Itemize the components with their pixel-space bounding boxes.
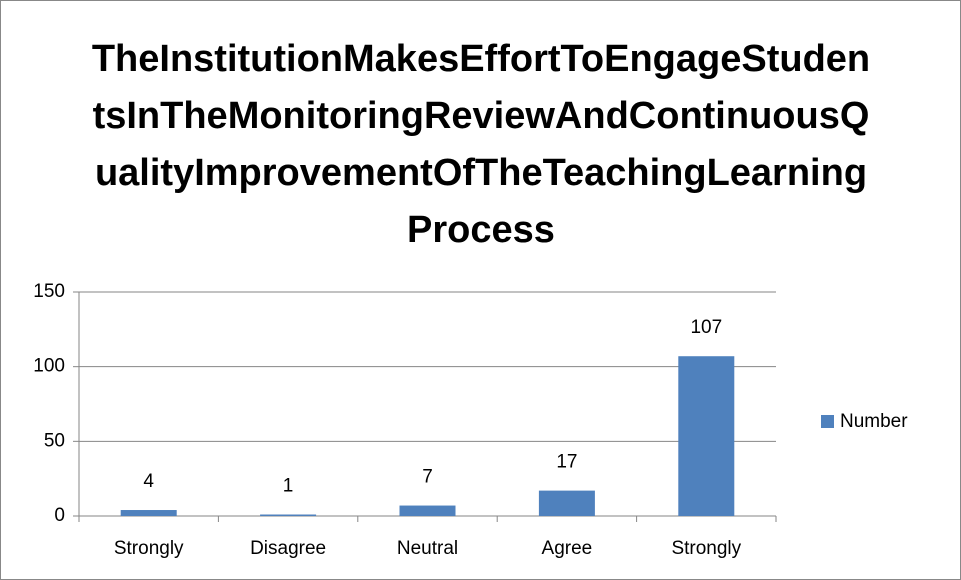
- data-label: 1: [283, 476, 294, 497]
- bar: [260, 514, 317, 516]
- x-tick-label: Strongly: [671, 538, 741, 559]
- chart-title: TheInstitutionMakesEffortToEngageStudent…: [91, 38, 871, 251]
- bar: [538, 490, 595, 516]
- x-tick-label: Neutral: [397, 538, 458, 559]
- legend-label: Number: [840, 411, 908, 432]
- data-label: 4: [143, 471, 154, 492]
- data-label: 7: [422, 467, 433, 488]
- y-tick-label: 0: [54, 505, 65, 526]
- data-label: 107: [690, 317, 722, 338]
- legend-swatch: [821, 415, 834, 428]
- x-tick-label: Strongly: [114, 538, 184, 559]
- y-tick-label: 50: [44, 430, 65, 451]
- x-tick-label: Agree: [542, 538, 593, 559]
- data-label: 17: [556, 452, 577, 473]
- bar: [678, 356, 735, 516]
- y-tick-label: 150: [33, 281, 65, 302]
- bar: [120, 510, 177, 516]
- bar: [399, 505, 456, 516]
- y-tick-label: 100: [33, 356, 65, 377]
- x-tick-label: Disagree: [250, 538, 326, 559]
